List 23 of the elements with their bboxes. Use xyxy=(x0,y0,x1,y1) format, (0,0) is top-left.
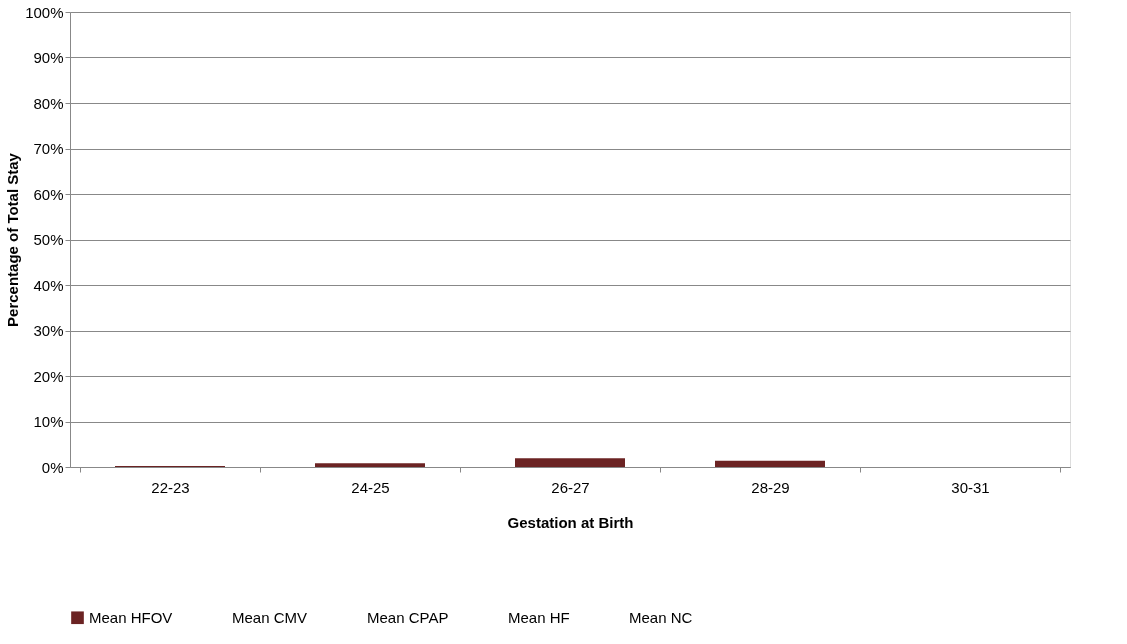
x-tick-label: 24-25 xyxy=(351,478,390,496)
y-tick-label: 100% xyxy=(25,3,64,21)
y-tick-label: 60% xyxy=(33,185,64,203)
y-tick-label: 70% xyxy=(33,140,64,157)
text: Mean HF xyxy=(508,608,570,626)
y-tick-label: 90% xyxy=(33,49,64,66)
y-tick-label: 80% xyxy=(33,94,64,112)
text: Mean NC xyxy=(629,608,693,626)
y-tick-label: 30% xyxy=(33,322,64,339)
y-tick-label: 0% xyxy=(41,458,64,476)
y-tick-label: 50% xyxy=(33,231,64,248)
x-axis-title: Gestation at Birth xyxy=(507,513,634,531)
y-tick-label: 20% xyxy=(33,367,64,385)
x-tick-label: 26-27 xyxy=(551,478,590,496)
x-tick-label: 22-23 xyxy=(151,478,190,496)
legend-label: Mean HFOV xyxy=(89,608,173,626)
y-axis-title: Percentage of Total Stay xyxy=(4,152,22,327)
x-tick-label: 30-31 xyxy=(951,478,990,496)
text: Mean CPAP xyxy=(367,608,449,626)
x-tick-label: 28-29 xyxy=(751,478,790,496)
y-tick-label: 10% xyxy=(33,413,64,430)
text: Mean CMV xyxy=(232,608,308,626)
y-tick-label: 40% xyxy=(33,276,64,294)
